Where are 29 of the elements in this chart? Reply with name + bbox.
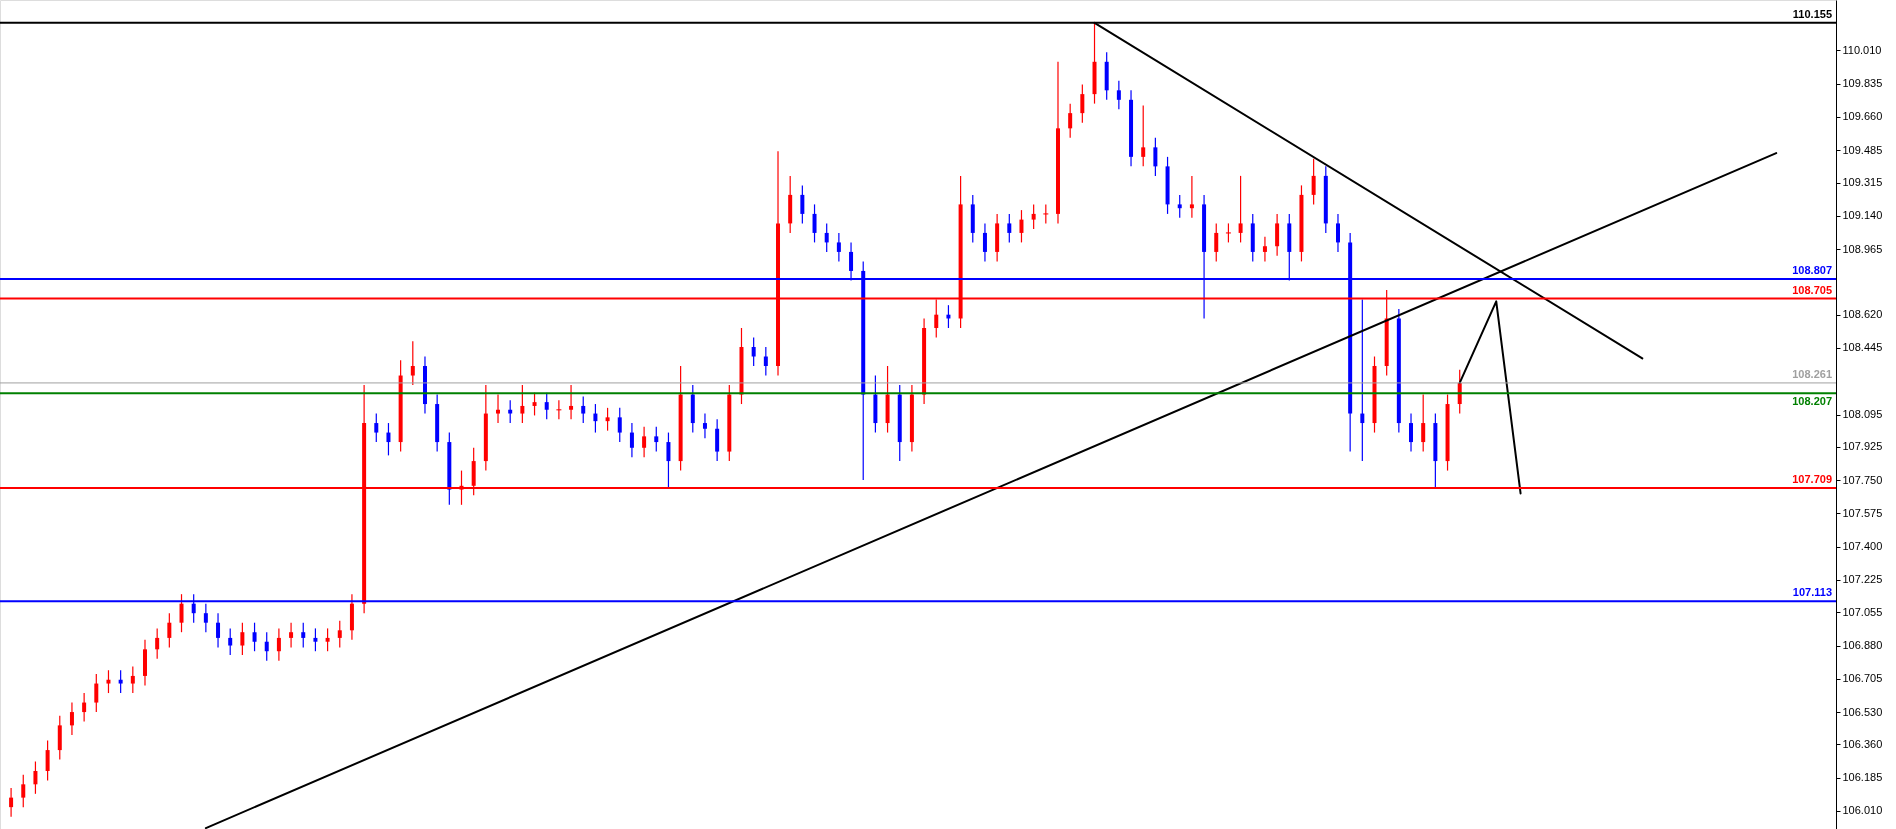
ref-line-label: 110.155 <box>1792 7 1832 20</box>
y-tick-label: 107.055 <box>1842 605 1883 618</box>
y-tick-label: 108.620 <box>1842 308 1883 321</box>
y-tick-label: 107.575 <box>1842 506 1883 519</box>
y-tick-label: 107.400 <box>1842 540 1883 553</box>
y-tick-label: 109.835 <box>1842 77 1883 90</box>
ref-line-label: 108.207 <box>1792 395 1832 408</box>
y-tick-label: 108.445 <box>1842 341 1883 354</box>
ref-line-label: 107.113 <box>1792 586 1832 599</box>
y-tick-label: 106.010 <box>1842 804 1883 817</box>
y-tick-label: 106.880 <box>1842 639 1883 652</box>
y-tick-label: 109.485 <box>1842 143 1883 156</box>
y-tick-label: 107.750 <box>1842 473 1883 486</box>
y-tick-label: 109.140 <box>1842 209 1883 222</box>
y-tick-label: 108.095 <box>1842 408 1883 420</box>
y-tick-label: 106.185 <box>1842 771 1883 784</box>
y-tick-label: 107.925 <box>1842 440 1883 453</box>
ref-line-label: 108.261 <box>1792 367 1832 380</box>
ref-line-label: 108.705 <box>1792 283 1832 296</box>
y-tick-label: 110.010 <box>1842 43 1882 56</box>
y-tick-label: 108.965 <box>1842 242 1883 255</box>
ref-line-label: 108.807 <box>1792 264 1832 277</box>
ref-line-label: 107.709 <box>1792 472 1832 485</box>
y-tick-label: 106.360 <box>1842 737 1883 750</box>
y-tick-label: 106.530 <box>1842 705 1883 718</box>
y-tick-label: 109.315 <box>1842 176 1883 189</box>
y-tick-label: 109.660 <box>1842 110 1883 123</box>
y-tick-label: 107.225 <box>1842 573 1883 586</box>
y-tick-label: 106.705 <box>1842 672 1883 685</box>
